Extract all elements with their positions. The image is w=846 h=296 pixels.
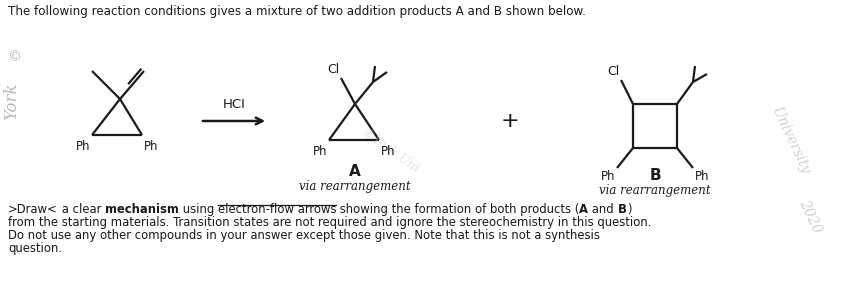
Text: Ph: Ph (75, 140, 90, 153)
Text: Ph: Ph (381, 145, 395, 158)
Text: Cl: Cl (607, 65, 619, 78)
Text: Cl: Cl (327, 63, 339, 76)
Text: Ph: Ph (144, 140, 158, 153)
Text: ): ) (627, 203, 631, 216)
Text: >Draw<: >Draw< (8, 203, 58, 216)
Text: ©: © (7, 50, 21, 64)
Text: Ph: Ph (312, 145, 327, 158)
Text: via rearrangement: via rearrangement (599, 184, 711, 197)
Text: and: and (588, 203, 618, 216)
Text: 2020: 2020 (796, 197, 824, 235)
Text: mechanism: mechanism (105, 203, 179, 216)
Text: ©York.Uni: ©York.Uni (359, 126, 421, 176)
Text: Ph: Ph (601, 170, 615, 183)
Text: electron-flow arrows: electron-flow arrows (217, 203, 336, 216)
Text: B: B (618, 203, 627, 216)
Text: a clear: a clear (58, 203, 105, 216)
Text: using: using (179, 203, 217, 216)
Text: question.: question. (8, 242, 62, 255)
Text: The following reaction conditions gives a mixture of two addition products A and: The following reaction conditions gives … (8, 5, 586, 18)
Text: via rearrangement: via rearrangement (299, 180, 411, 193)
Text: Do not use any other compounds in your answer except those given. Note that this: Do not use any other compounds in your a… (8, 229, 600, 242)
Text: B: B (649, 168, 661, 183)
Text: from the starting materials. Transition states are not required and ignore the s: from the starting materials. Transition … (8, 216, 651, 229)
Text: York: York (3, 82, 20, 120)
Text: +: + (501, 111, 519, 131)
Text: Ph: Ph (695, 170, 710, 183)
Text: A: A (349, 164, 361, 179)
Text: showing the formation of both products (: showing the formation of both products ( (336, 203, 580, 216)
Text: University: University (768, 105, 812, 177)
Text: HCI: HCI (222, 98, 245, 111)
Text: A: A (580, 203, 588, 216)
